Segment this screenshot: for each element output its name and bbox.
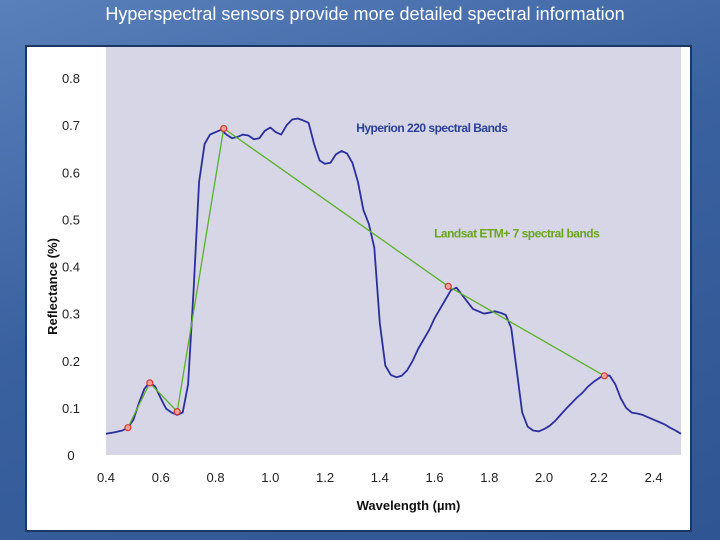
spectral-reflectance-chart: 0 0.1 0.2 0.3 0.4 0.5 0.6 0.7 0.8 0.4 0.6 0.8 1.0 1.2… xyxy=(45,47,682,513)
landsat-series-line xyxy=(127,127,605,428)
landsat-band-point xyxy=(444,282,452,290)
x-tick-label: 1.4 xyxy=(371,470,389,485)
landsat-label: Landsat ETM+ 7 spectral bands xyxy=(434,226,600,240)
x-tick-label: 0.6 xyxy=(152,470,170,485)
y-tick-label: 0 xyxy=(67,448,74,463)
landsat-band-point xyxy=(600,372,608,380)
x-tick-label: 1.8 xyxy=(480,470,498,485)
x-tick-label: 2.0 xyxy=(535,470,553,485)
x-axis-title: Wavelength (µm) xyxy=(357,498,461,513)
y-tick-label: 0.7 xyxy=(62,118,80,133)
y-tick-label: 0.2 xyxy=(62,354,80,369)
y-tick-label: 0.6 xyxy=(62,165,80,180)
y-axis-title: Reflectance (%) xyxy=(45,238,60,335)
y-tick-label: 0.1 xyxy=(62,401,80,416)
y-tick-label: 0.3 xyxy=(62,307,80,322)
y-tick-label: 0.4 xyxy=(62,260,80,275)
y-tick-label: 0.8 xyxy=(62,71,80,86)
chart-frame: 0 0.1 0.2 0.3 0.4 0.5 0.6 0.7 0.8 0.4 0.6 0.8 1.0 1.2… xyxy=(25,45,692,532)
x-tick-label: 1.6 xyxy=(426,470,444,485)
landsat-band-point xyxy=(220,124,228,133)
x-tick-label: 1.0 xyxy=(261,470,279,485)
x-tick-label: 1.2 xyxy=(316,470,334,485)
hyperion-label: Hyperion 220 spectral Bands xyxy=(356,121,508,135)
landsat-band-point xyxy=(146,379,154,387)
landsat-band-point xyxy=(173,408,181,416)
x-tick-label: 2.2 xyxy=(590,470,608,485)
hyperion-series-line xyxy=(105,117,682,435)
x-tick-label: 0.8 xyxy=(206,470,224,485)
landsat-band-point xyxy=(124,424,132,432)
slide-title: Hyperspectral sensors provide more detai… xyxy=(105,4,625,24)
plot-area xyxy=(106,47,681,455)
x-tick-label: 0.4 xyxy=(97,470,115,485)
y-tick-label: 0.5 xyxy=(62,212,80,227)
x-tick-label: 2.4 xyxy=(645,470,663,485)
